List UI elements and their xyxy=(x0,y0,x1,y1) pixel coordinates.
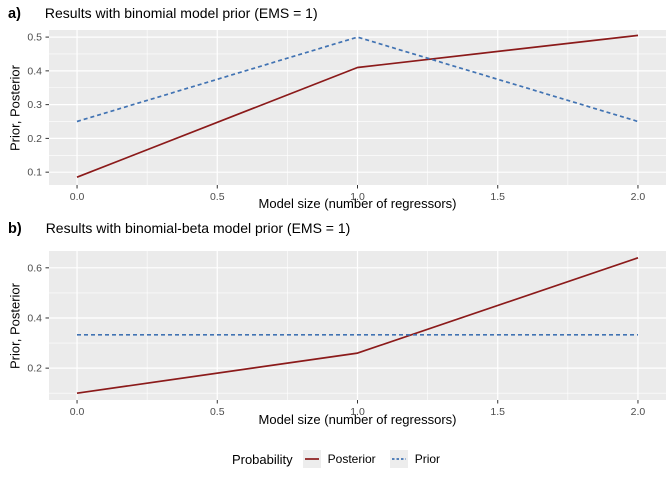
y-tick-label: 0.4 xyxy=(27,65,42,77)
x-tick-label: 0.0 xyxy=(70,406,85,418)
panel-b-x-axis-title: Model size (number of regressors) xyxy=(258,412,457,427)
x-tick-label: 1.0 xyxy=(350,191,365,203)
series-line-posterior xyxy=(76,256,639,395)
x-tick-label: 2.0 xyxy=(631,191,646,203)
y-tick-label: 0.2 xyxy=(27,363,42,375)
panel-a-x-axis-title: Model size (number of regressors) xyxy=(258,196,457,211)
y-tick-label: 0.6 xyxy=(27,262,42,274)
y-tick-label: 0.2 xyxy=(27,133,42,145)
panel-b-title-text: Results with binomial-beta model prior (… xyxy=(45,220,351,236)
legend-title: Probability xyxy=(231,451,293,467)
legend-item-prior: Prior xyxy=(389,450,441,468)
panel-b-y-axis-title: Prior, Posterior xyxy=(7,283,23,369)
panel-a-title-text: Results with binomial model prior (EMS =… xyxy=(44,5,318,21)
x-tick-label: 1.5 xyxy=(490,406,505,418)
y-tick-label: 0.1 xyxy=(27,167,42,179)
panel-b-title: b) Results with binomial-beta model prio… xyxy=(8,220,350,237)
y-tick-label: 0.3 xyxy=(27,99,42,111)
y-tick-label: 0.5 xyxy=(27,32,42,44)
series-line-posterior xyxy=(76,34,639,178)
posterior-line-key-icon xyxy=(302,450,321,468)
x-tick-label: 0.5 xyxy=(210,406,225,418)
panel-a-y-axis-title: Prior, Posterior xyxy=(7,65,23,151)
legend-item-posterior: Posterior xyxy=(302,450,376,468)
x-tick-label: 0.0 xyxy=(70,191,85,203)
prior-line-key-icon xyxy=(389,450,408,468)
legend-label-posterior: Posterior xyxy=(327,452,376,466)
panel-b-tag: b) xyxy=(8,221,22,237)
panel-a-title: a) Results with binomial model prior (EM… xyxy=(8,5,318,22)
x-tick-label: 2.0 xyxy=(631,406,646,418)
y-tick-label: 0.4 xyxy=(27,312,42,324)
panel-a-plot-area: 0.0 0.5 1.0 1.5 2.0 0.1 0.2 0.3 0.4 0.5 xyxy=(27,30,666,203)
x-tick-label: 0.5 xyxy=(210,191,225,203)
panel-a-tag: a) xyxy=(8,6,21,22)
legend: Probability Posterior Prior xyxy=(0,447,672,471)
x-tick-label: 1.0 xyxy=(350,406,365,418)
panel-b-plot-area: 0.0 0.5 1.0 1.5 2.0 0.2 0.4 0.6 xyxy=(27,251,666,418)
x-tick-label: 1.5 xyxy=(490,191,505,203)
legend-label-prior: Prior xyxy=(414,452,441,466)
